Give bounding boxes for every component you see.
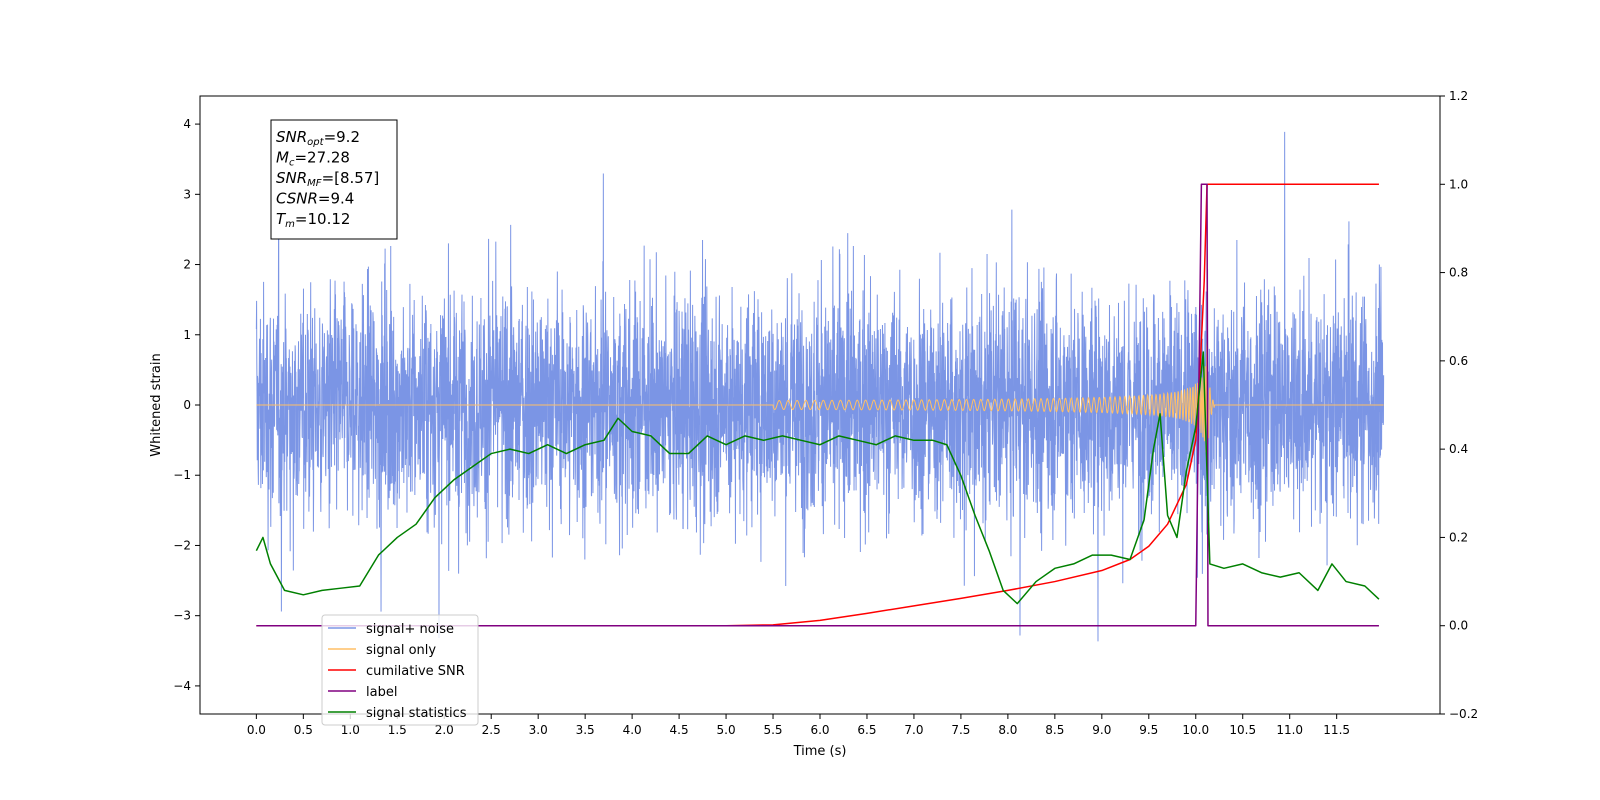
y2-tick-label: 0.2 bbox=[1449, 530, 1468, 544]
x-tick-label: 1.5 bbox=[388, 723, 407, 737]
x-tick-label: 8.0 bbox=[998, 723, 1017, 737]
legend-label: signal only bbox=[366, 643, 436, 658]
y2-tick-label: 0.8 bbox=[1449, 266, 1468, 280]
x-tick-label: 2.0 bbox=[435, 723, 454, 737]
legend-label: signal statistics bbox=[366, 706, 467, 721]
x-tick-label: 1.0 bbox=[341, 723, 360, 737]
x-tick-label: 4.5 bbox=[670, 723, 689, 737]
legend: signal+ noise signal only cumilative SNR la… bbox=[321, 614, 479, 726]
y2-tick-label: 0.6 bbox=[1449, 354, 1468, 368]
x-tick-label: 3.5 bbox=[576, 723, 595, 737]
series-label bbox=[256, 183, 1379, 627]
x-tick-label: 5.0 bbox=[717, 723, 736, 737]
x-tick-label: 0.0 bbox=[247, 723, 266, 737]
y2-tick-label: 0.0 bbox=[1449, 619, 1468, 633]
x-axis-label: Time (s) bbox=[793, 744, 847, 759]
series-signal-statistics bbox=[255, 351, 1380, 605]
legend-frame bbox=[321, 614, 479, 726]
x-tick-label: 0.5 bbox=[294, 723, 313, 737]
x-tick-label: 7.5 bbox=[951, 723, 970, 737]
x-tick-label: 8.5 bbox=[1045, 723, 1064, 737]
x-axis-ticks: 0.0 0.5 1.0 1.5 2.0 2.5 3.0 3.5 4.0 4.5 5.0 5.5 6.0 6… bbox=[247, 714, 1350, 737]
y-tick-label: −2 bbox=[173, 538, 191, 552]
x-tick-label: 11.0 bbox=[1276, 723, 1303, 737]
legend-label: cumilative SNR bbox=[366, 664, 465, 679]
x-tick-label: 11.5 bbox=[1323, 723, 1350, 737]
legend-label: label bbox=[366, 685, 397, 700]
x-tick-label: 9.0 bbox=[1092, 723, 1111, 737]
y-tick-label: 0 bbox=[183, 398, 191, 412]
y-axis-label: Whitened strain bbox=[149, 353, 164, 456]
y-tick-label: 2 bbox=[183, 258, 191, 272]
legend-label: signal+ noise bbox=[366, 622, 454, 637]
annotation-line: Mc=27.28 bbox=[276, 149, 350, 169]
x-tick-label: 9.5 bbox=[1139, 723, 1158, 737]
x-tick-label: 4.0 bbox=[623, 723, 642, 737]
annotation-frame bbox=[270, 119, 398, 240]
y-tick-label: −3 bbox=[173, 609, 191, 623]
y2-tick-label: 1.0 bbox=[1449, 177, 1468, 191]
x-tick-label: 3.0 bbox=[529, 723, 548, 737]
series-signal-only bbox=[256, 341, 1384, 453]
y-tick-label: −4 bbox=[173, 679, 191, 693]
x-tick-label: 10.5 bbox=[1229, 723, 1256, 737]
annotation-line: CSNR=9.4 bbox=[276, 190, 354, 208]
y-tick-label: 3 bbox=[183, 187, 191, 201]
series-signal-noise bbox=[255, 131, 1385, 642]
annotation-line: SNRMF=[8.57] bbox=[276, 169, 379, 189]
y2-tick-label: 1.2 bbox=[1449, 89, 1468, 103]
y2-tick-label: 0.4 bbox=[1449, 442, 1468, 456]
x-tick-label: 2.5 bbox=[482, 723, 501, 737]
annotation-line: Tm=10.12 bbox=[276, 210, 350, 230]
y-tick-label: −1 bbox=[173, 468, 191, 482]
x-tick-label: 7.0 bbox=[904, 723, 923, 737]
x-tick-label: 5.5 bbox=[763, 723, 782, 737]
x-tick-label: 6.5 bbox=[857, 723, 876, 737]
y-tick-label: 1 bbox=[183, 328, 191, 342]
series-layer bbox=[255, 131, 1385, 642]
series-cumulative-snr bbox=[256, 183, 1379, 627]
x-tick-label: 10.0 bbox=[1182, 723, 1209, 737]
x-tick-label: 6.0 bbox=[810, 723, 829, 737]
y-axis-ticks: −4 −3 −2 −1 0 1 2 3 4 bbox=[173, 117, 200, 693]
annotation-line: SNRopt=9.2 bbox=[276, 128, 360, 148]
y2-axis-ticks: −0.2 0.0 0.2 0.4 0.6 0.8 1.0 1.2 bbox=[1440, 89, 1478, 721]
y-tick-label: 4 bbox=[183, 117, 191, 131]
y2-tick-label: −0.2 bbox=[1449, 707, 1478, 721]
